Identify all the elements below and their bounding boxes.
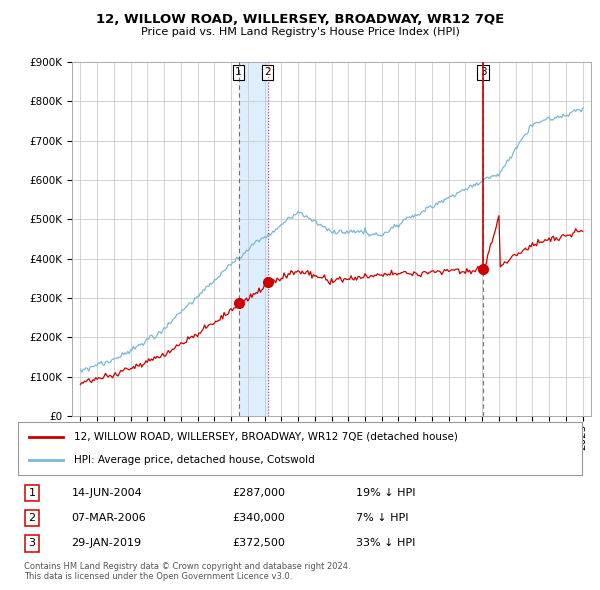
Text: This data is licensed under the Open Government Licence v3.0.: This data is licensed under the Open Gov… (24, 572, 292, 581)
Text: 29-JAN-2019: 29-JAN-2019 (71, 539, 142, 549)
Text: 19% ↓ HPI: 19% ↓ HPI (356, 488, 416, 498)
Text: 3: 3 (480, 67, 487, 77)
Text: 1: 1 (235, 67, 242, 77)
Text: £340,000: £340,000 (232, 513, 285, 523)
Text: HPI: Average price, detached house, Cotswold: HPI: Average price, detached house, Cots… (74, 455, 315, 465)
Text: 2: 2 (29, 513, 35, 523)
Text: 1: 1 (29, 488, 35, 498)
Bar (239, 62, 268, 416)
Text: 12, WILLOW ROAD, WILLERSEY, BROADWAY, WR12 7QE (detached house): 12, WILLOW ROAD, WILLERSEY, BROADWAY, WR… (74, 432, 458, 442)
Text: 14-JUN-2004: 14-JUN-2004 (71, 488, 142, 498)
Text: Price paid vs. HM Land Registry's House Price Index (HPI): Price paid vs. HM Land Registry's House … (140, 27, 460, 37)
Text: 12, WILLOW ROAD, WILLERSEY, BROADWAY, WR12 7QE: 12, WILLOW ROAD, WILLERSEY, BROADWAY, WR… (96, 13, 504, 26)
Text: 07-MAR-2006: 07-MAR-2006 (71, 513, 146, 523)
Text: £287,000: £287,000 (232, 488, 286, 498)
Text: 7% ↓ HPI: 7% ↓ HPI (356, 513, 409, 523)
Text: 3: 3 (29, 539, 35, 549)
Text: Contains HM Land Registry data © Crown copyright and database right 2024.: Contains HM Land Registry data © Crown c… (24, 562, 350, 571)
Text: £372,500: £372,500 (232, 539, 285, 549)
Text: 33% ↓ HPI: 33% ↓ HPI (356, 539, 416, 549)
Text: 2: 2 (264, 67, 271, 77)
